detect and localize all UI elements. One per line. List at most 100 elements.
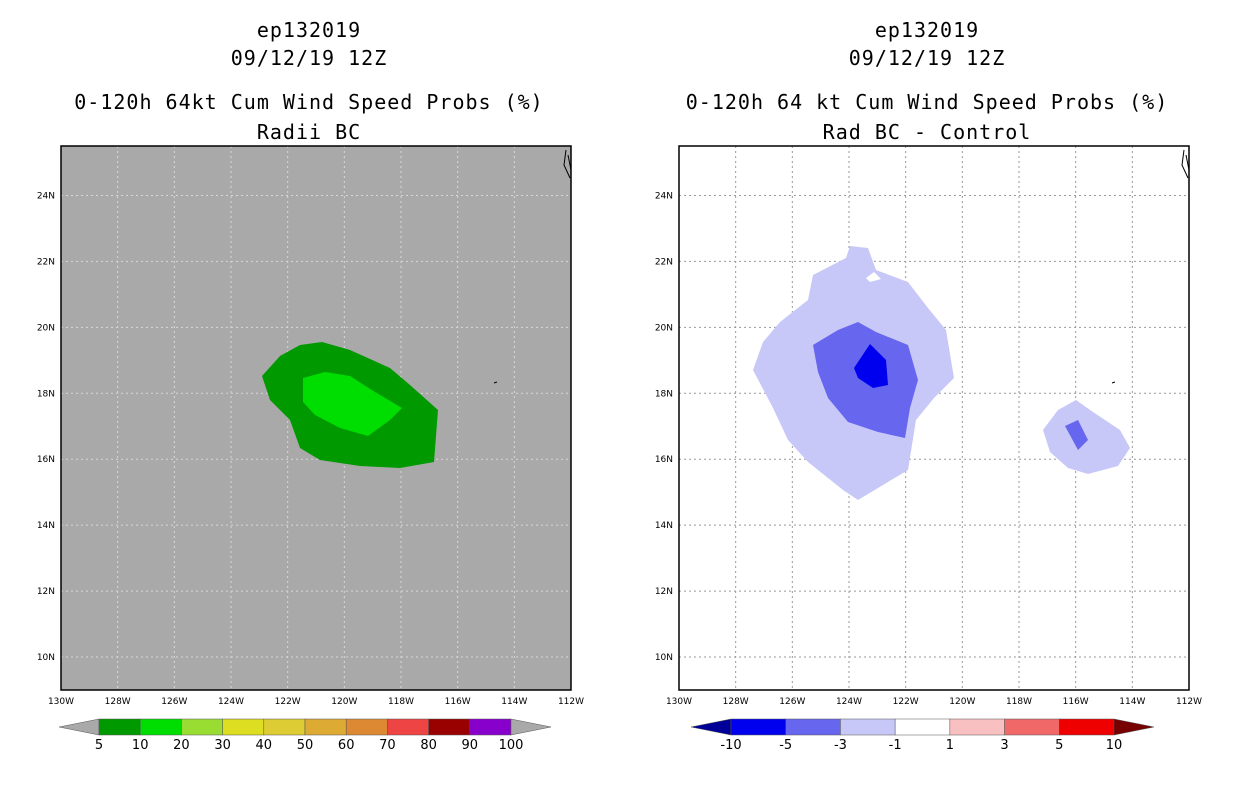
left-y-tick-label: 18N xyxy=(37,389,55,399)
right-y-tick-label: 24N xyxy=(655,191,673,201)
right-colorbar-swatch xyxy=(1059,718,1115,736)
left-colorbar-swatch xyxy=(222,718,265,736)
left-colorbar-swatch xyxy=(428,718,471,736)
right-colorbar-swatch xyxy=(1004,718,1060,736)
right-y-tick-label: 20N xyxy=(655,323,673,333)
left-x-tick-label: 124W xyxy=(218,697,244,707)
left-colorbar-swatch xyxy=(181,718,223,736)
left-x-tick-label: 112W xyxy=(558,697,584,707)
left-y-tick-labels: 24N 22N 20N 18N 16N 14N 12N 10N xyxy=(37,191,55,663)
left-y-tick-label: 20N xyxy=(37,323,55,333)
right-colorbar-swatch xyxy=(949,718,1005,736)
right-x-tick-label: 124W xyxy=(836,697,862,707)
left-x-tick-label: 126W xyxy=(161,697,187,707)
right-colorbar-swatch xyxy=(730,718,786,736)
right-y-tick-label: 10N xyxy=(655,653,673,663)
left-colorbar-label: 10 xyxy=(132,738,149,753)
left-title-date: 09/12/19 12Z xyxy=(230,46,388,70)
left-x-tick-label: 128W xyxy=(105,697,131,707)
left-y-tick-label: 12N xyxy=(37,587,55,597)
left-title-storm: ep132019 xyxy=(256,18,362,42)
left-y-tick-label: 16N xyxy=(37,455,55,465)
right-y-tick-label: 16N xyxy=(655,455,673,465)
right-colorbar: -10 -5 -3 -1 1 3 5 10 xyxy=(690,718,1155,753)
left-colorbar-label: 20 xyxy=(173,738,190,753)
left-x-tick-label: 120W xyxy=(331,697,357,707)
right-title-storm: ep132019 xyxy=(874,18,980,42)
left-contour-10 xyxy=(303,372,402,436)
right-x-tick-label: 114W xyxy=(1119,697,1145,707)
right-x-tick-labels: 130W 128W 126W 124W 122W 120W 118W 116W 114W 112W xyxy=(666,697,1202,707)
left-colorbar-label: 5 xyxy=(95,738,103,753)
left-panel: ep132019 09/12/19 12Z 0-120h 64kt Cum Wi… xyxy=(37,18,584,753)
left-contours xyxy=(262,342,438,468)
left-x-tick-label: 116W xyxy=(445,697,471,707)
right-x-tick-label: 116W xyxy=(1063,697,1089,707)
right-colorbar-label: -1 xyxy=(889,738,902,753)
left-colorbar-label: 90 xyxy=(462,738,479,753)
left-x-tick-labels: 130W 128W 126W 124W 122W 120W 118W 116W 114W 112W xyxy=(48,697,584,707)
left-x-tick-label: 118W xyxy=(388,697,414,707)
left-colorbar-low-arrow xyxy=(58,718,100,736)
left-colorbar-label: 60 xyxy=(338,738,355,753)
right-title-subtitle: Rad BC - Control xyxy=(822,120,1032,144)
right-y-tick-label: 18N xyxy=(655,389,673,399)
right-x-tick-label: 130W xyxy=(666,697,692,707)
right-colorbar-swatch xyxy=(785,718,841,736)
right-colorbar-label: 3 xyxy=(1000,738,1008,753)
right-colorbar-label: -5 xyxy=(779,738,792,753)
left-colorbar-swatch xyxy=(469,718,512,736)
right-x-tick-label: 118W xyxy=(1006,697,1032,707)
right-colorbar-label: 10 xyxy=(1106,738,1123,753)
left-y-tick-label: 24N xyxy=(37,191,55,201)
left-x-tick-label: 114W xyxy=(501,697,527,707)
right-contour-minus3-east xyxy=(1065,420,1088,450)
left-map: 24N 22N 20N 18N 16N 14N 12N 10N 130W 128W 126W 124… xyxy=(37,145,584,753)
left-colorbar-label: 100 xyxy=(499,738,524,753)
right-y-tick-label: 22N xyxy=(655,257,673,267)
left-colorbar-label: 30 xyxy=(214,738,231,753)
left-colorbar-swatch xyxy=(387,718,429,736)
left-y-tick-label: 14N xyxy=(37,521,55,531)
right-colorbar-swatch xyxy=(840,718,896,736)
left-y-tick-label: 10N xyxy=(37,653,55,663)
right-y-tick-label: 14N xyxy=(655,521,673,531)
right-y-tick-labels: 24N 22N 20N 18N 16N 14N 12N 10N xyxy=(655,191,673,663)
left-colorbar-swatch xyxy=(139,718,182,736)
right-colorbar-label: 1 xyxy=(946,738,954,753)
right-colorbar-label: 5 xyxy=(1055,738,1063,753)
left-colorbar-label: 70 xyxy=(379,738,396,753)
right-x-tick-label: 112W xyxy=(1176,697,1202,707)
right-x-tick-label: 126W xyxy=(779,697,805,707)
right-colorbar-swatch xyxy=(894,718,951,736)
right-panel: ep132019 09/12/19 12Z 0-120h 64 kt Cum W… xyxy=(618,0,1236,800)
left-colorbar-high-arrow xyxy=(510,718,552,736)
left-map-frame xyxy=(60,145,572,691)
left-y-tick-label: 22N xyxy=(37,257,55,267)
left-title-product: 0-120h 64kt Cum Wind Speed Probs (%) xyxy=(74,90,544,114)
left-colorbar-swatch xyxy=(304,718,347,736)
left-colorbar-label: 50 xyxy=(297,738,314,753)
right-map-background xyxy=(679,146,1189,690)
right-x-tick-label: 120W xyxy=(949,697,975,707)
right-contours xyxy=(753,246,1130,500)
right-contour-minus1-hole xyxy=(866,272,881,282)
right-y-tick-label: 12N xyxy=(655,587,673,597)
right-map-frame xyxy=(678,145,1190,691)
right-x-tick-label: 128W xyxy=(723,697,749,707)
right-contour-minus5 xyxy=(854,344,888,388)
right-colorbar-label: -10 xyxy=(720,738,741,753)
left-colorbar-label: 80 xyxy=(420,738,437,753)
left-colorbar-swatch xyxy=(345,718,388,736)
left-colorbar-swatch xyxy=(263,718,306,736)
right-colorbar-high-arrow xyxy=(1113,718,1155,736)
left-colorbar-swatch xyxy=(98,718,141,736)
left-x-tick-label: 122W xyxy=(275,697,301,707)
right-x-tick-label: 122W xyxy=(893,697,919,707)
right-colorbar-low-arrow xyxy=(690,718,732,736)
right-title-date: 09/12/19 12Z xyxy=(848,46,1006,70)
right-colorbar-label: -3 xyxy=(834,738,847,753)
left-colorbar: 5 10 20 30 40 50 60 70 80 90 100 xyxy=(58,718,552,753)
left-colorbar-label: 40 xyxy=(256,738,273,753)
